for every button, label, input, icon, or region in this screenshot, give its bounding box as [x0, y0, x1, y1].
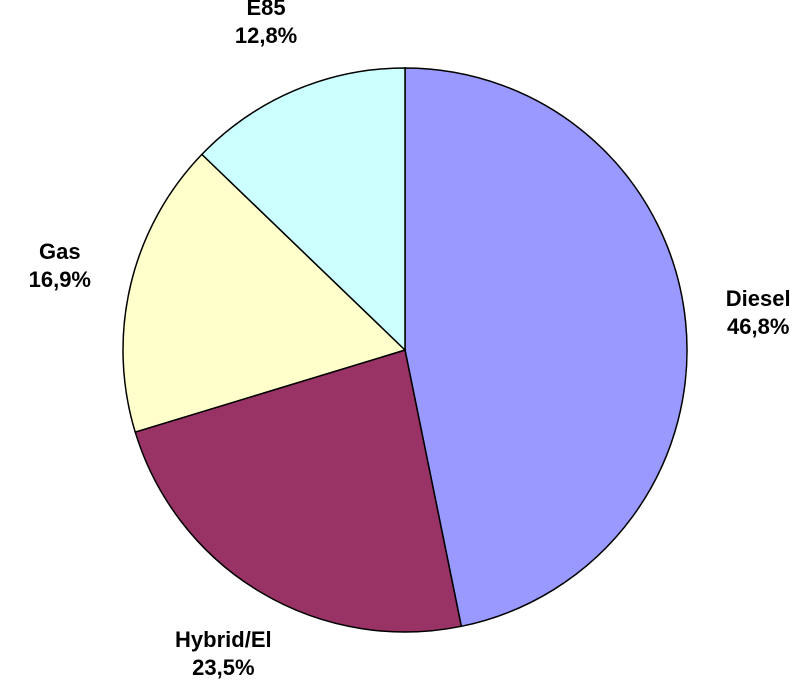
slice-value-label: 16,9% — [29, 267, 91, 292]
slice-label: E85 — [246, 0, 285, 20]
pie-slice — [200, 67, 406, 352]
pie-slice — [134, 349, 463, 633]
pie-slice — [404, 67, 688, 628]
pie-slice — [122, 153, 407, 434]
slice-value-label: 12,8% — [235, 23, 297, 48]
slice-label: Diesel — [726, 286, 791, 311]
slice-value-label: 23,5% — [192, 655, 254, 680]
slice-label: Hybrid/El — [175, 627, 272, 652]
slice-label: Gas — [39, 239, 81, 264]
slice-value-label: 46,8% — [727, 314, 789, 339]
